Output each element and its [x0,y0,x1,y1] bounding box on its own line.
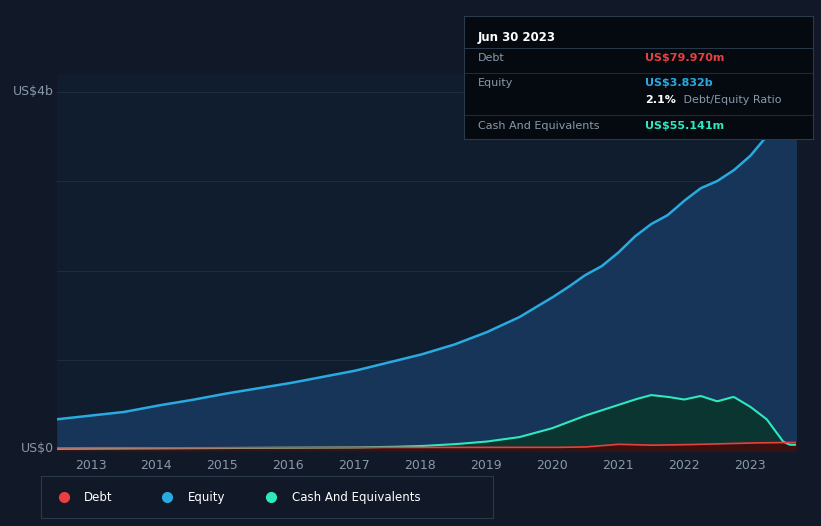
Text: Equity: Equity [478,77,513,87]
Text: US$0: US$0 [21,442,54,455]
Text: Cash And Equivalents: Cash And Equivalents [478,121,599,131]
Text: Equity: Equity [188,491,225,503]
Text: US$4b: US$4b [13,85,54,98]
Text: US$79.970m: US$79.970m [645,53,725,63]
Text: Jun 30 2023: Jun 30 2023 [478,31,556,44]
Text: US$3.832b: US$3.832b [645,77,713,87]
Text: US$55.141m: US$55.141m [645,121,724,131]
Text: Debt: Debt [84,491,112,503]
Text: 2.1%: 2.1% [645,95,677,105]
Text: Cash And Equivalents: Cash And Equivalents [291,491,420,503]
Text: Debt/Equity Ratio: Debt/Equity Ratio [680,95,782,105]
Text: Debt: Debt [478,53,505,63]
